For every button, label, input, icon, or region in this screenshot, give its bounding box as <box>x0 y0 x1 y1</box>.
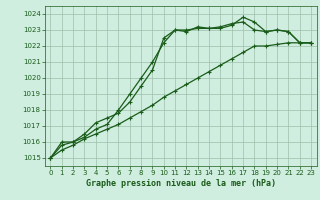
X-axis label: Graphe pression niveau de la mer (hPa): Graphe pression niveau de la mer (hPa) <box>86 179 276 188</box>
